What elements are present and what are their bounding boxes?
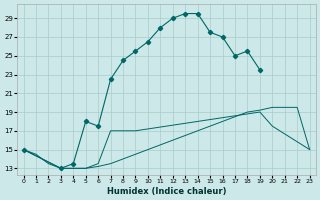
- X-axis label: Humidex (Indice chaleur): Humidex (Indice chaleur): [107, 187, 226, 196]
